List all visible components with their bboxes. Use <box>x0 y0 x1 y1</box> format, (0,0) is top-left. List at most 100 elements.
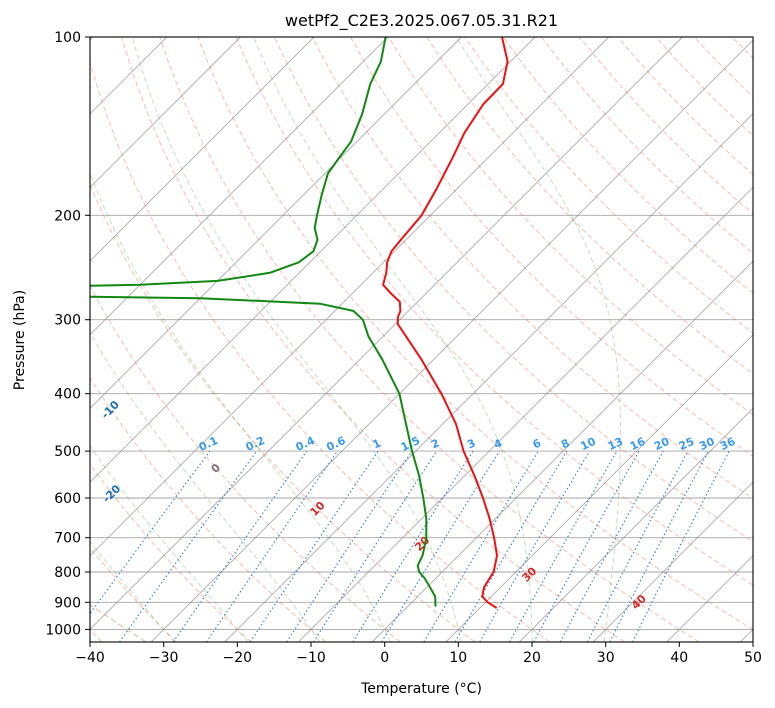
dewpoint-profile-line <box>90 295 437 607</box>
mixing-ratio-line <box>509 450 618 642</box>
mixing-ratio-label: 25 <box>677 435 696 453</box>
mixing-ratio-label: 4 <box>492 436 505 451</box>
y-axis-label: Pressure (hPa) <box>12 290 28 390</box>
mixing-ratio-line <box>559 450 664 642</box>
mixing-ratio-label: 36 <box>718 435 738 453</box>
x-axis-ticks: −40 −30 −20 −10 0 10 20 30 40 50 <box>75 642 762 666</box>
dry-adiabat-label: 0 <box>209 461 224 476</box>
y-tick-label: 100 <box>54 30 81 46</box>
isotherm-line <box>666 555 753 642</box>
x-tick-label: 10 <box>449 650 467 666</box>
mixing-ratio-line <box>632 450 730 642</box>
x-axis-label: Temperature (°C) <box>360 681 482 697</box>
dry-adiabat-line <box>311 37 753 500</box>
isotherm-line <box>150 39 753 642</box>
skewed-isotherms <box>90 37 753 642</box>
dry-adiabat-line <box>159 37 700 642</box>
isotherm-line <box>445 334 753 642</box>
dry-adiabat-line <box>770 37 775 642</box>
mixing-ratio-line <box>249 450 379 642</box>
y-tick-label: 500 <box>54 444 81 460</box>
mixing-ratio-line <box>352 450 474 642</box>
isotherm-line <box>90 37 610 557</box>
moist-adiabat-line <box>253 37 533 642</box>
mixing-ratio-lines <box>90 450 730 642</box>
mixing-ratio-label: 30 <box>697 435 717 453</box>
dry-adiabat-label: 30 <box>519 564 539 584</box>
chart-title: wetPf2_C2E3.2025.067.05.31.R21 <box>285 11 558 31</box>
mixing-ratio-line <box>586 450 689 642</box>
y-tick-label: 300 <box>54 313 81 329</box>
isotherm-line <box>224 113 753 642</box>
y-tick-label: 1000 <box>45 622 81 638</box>
dry-adiabat-line <box>655 37 753 137</box>
dry-adiabat-line <box>273 37 753 543</box>
isotherm-line <box>740 628 753 642</box>
x-tick-label: 50 <box>744 650 762 666</box>
plot-frame <box>89 36 754 643</box>
dry-adiabat-label: -20 <box>100 482 123 505</box>
isotherm-line <box>298 186 753 642</box>
adiabat-labels: 0.10.20.40.611.52346810131620253036-100-… <box>10 398 738 612</box>
dry-adiabat-line <box>121 37 625 642</box>
isotherm-line <box>90 37 389 336</box>
dry-adiabat-line <box>388 37 753 416</box>
dry-adiabat-line <box>90 376 327 642</box>
dry-adiabat-line <box>90 546 177 642</box>
dry-adiabat-line <box>426 37 753 375</box>
dry-adiabat-label: 20 <box>412 534 432 554</box>
dry-adiabat-line <box>693 37 753 98</box>
mixing-ratio-label: 10 <box>578 435 598 453</box>
mixing-ratio-line <box>313 450 438 642</box>
isotherm-line <box>90 37 683 631</box>
moist-adiabat-line <box>131 37 462 642</box>
temperature-profile-line <box>382 37 509 609</box>
dry-adiabat-label: 40 <box>629 592 649 612</box>
dry-adiabat-label: -30 <box>10 443 33 466</box>
isotherm-line <box>90 37 241 189</box>
isotherm-line <box>592 481 753 642</box>
moist-adiabat-line <box>90 172 392 642</box>
moist-adiabat-line <box>455 37 622 642</box>
dry-adiabat-line <box>350 37 753 458</box>
mixing-ratio-line <box>533 450 640 642</box>
x-tick-label: 0 <box>380 650 389 666</box>
mixing-ratio-line <box>423 450 539 642</box>
dry-adiabat-line <box>502 37 753 294</box>
x-tick-label: −10 <box>296 650 326 666</box>
mixing-ratio-line <box>286 450 413 642</box>
x-tick-label: 30 <box>597 650 615 666</box>
x-tick-label: 20 <box>523 650 541 666</box>
dry-adiabat-line <box>617 37 753 176</box>
dry-adiabat-line <box>464 37 753 334</box>
mixing-ratio-label: 1 <box>371 436 383 451</box>
plot-area: 0.10.20.40.611.52346810131620253036-100-… <box>10 37 775 642</box>
sounding-series <box>90 37 509 609</box>
isotherm-line <box>90 37 315 262</box>
moist-adiabats <box>90 37 622 642</box>
isotherm-line <box>519 407 753 642</box>
dry-adiabat-line <box>90 182 476 642</box>
isotherm-line <box>371 260 753 642</box>
y-tick-label: 400 <box>54 387 81 403</box>
mixing-ratio-label: 16 <box>628 435 648 453</box>
mixing-ratio-line <box>609 450 709 642</box>
mixing-ratio-label: 6 <box>531 436 544 451</box>
dry-adiabat-line <box>541 37 753 254</box>
dewpoint-upper-profile-line <box>90 37 387 287</box>
y-tick-label: 600 <box>54 491 81 507</box>
mixing-ratio-label: 13 <box>606 435 625 453</box>
y-tick-label: 900 <box>54 595 81 611</box>
moist-adiabat-line <box>90 445 248 642</box>
x-tick-label: −30 <box>149 650 179 666</box>
mixing-ratio-label: 2 <box>429 436 441 451</box>
dry-adiabat-line <box>235 37 753 586</box>
mixing-ratio-line <box>205 450 338 642</box>
isotherm-line <box>90 37 462 410</box>
y-tick-label: 700 <box>54 531 81 547</box>
dry-adiabat-line <box>90 463 252 642</box>
y-axis-ticks: 100 200 300 400 500 600 700 800 900 1000 <box>45 30 90 638</box>
mixing-ratio-label: 3 <box>465 436 477 451</box>
x-tick-label: 40 <box>670 650 688 666</box>
